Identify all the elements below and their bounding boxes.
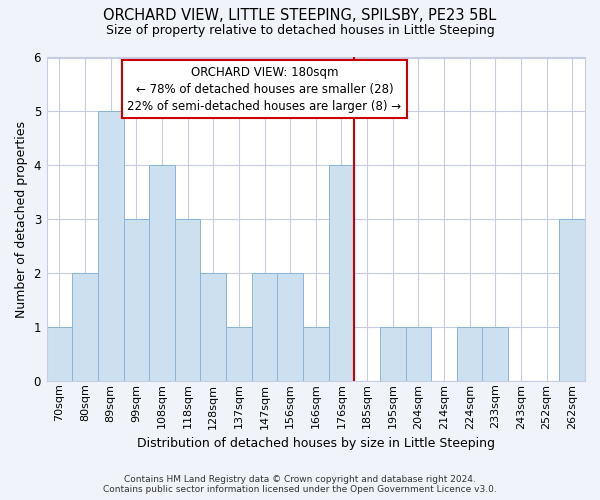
Bar	[72, 273, 98, 381]
Bar	[252, 273, 277, 381]
Bar	[149, 166, 175, 381]
Bar	[559, 219, 585, 381]
Bar	[226, 327, 252, 381]
Bar	[98, 112, 124, 381]
Bar	[482, 327, 508, 381]
Bar	[457, 327, 482, 381]
Bar	[406, 327, 431, 381]
Bar	[303, 327, 329, 381]
Bar	[124, 219, 149, 381]
Text: ORCHARD VIEW: 180sqm
← 78% of detached houses are smaller (28)
22% of semi-detac: ORCHARD VIEW: 180sqm ← 78% of detached h…	[127, 66, 401, 112]
Text: Contains HM Land Registry data © Crown copyright and database right 2024.: Contains HM Land Registry data © Crown c…	[124, 475, 476, 484]
Text: ORCHARD VIEW, LITTLE STEEPING, SPILSBY, PE23 5BL: ORCHARD VIEW, LITTLE STEEPING, SPILSBY, …	[103, 8, 497, 22]
Text: Contains public sector information licensed under the Open Government Licence v3: Contains public sector information licen…	[103, 485, 497, 494]
Bar	[47, 327, 72, 381]
Text: Size of property relative to detached houses in Little Steeping: Size of property relative to detached ho…	[106, 24, 494, 37]
Bar	[175, 219, 200, 381]
Y-axis label: Number of detached properties: Number of detached properties	[15, 120, 28, 318]
Bar	[380, 327, 406, 381]
Bar	[329, 166, 354, 381]
X-axis label: Distribution of detached houses by size in Little Steeping: Distribution of detached houses by size …	[137, 437, 495, 450]
Bar	[277, 273, 303, 381]
Bar	[200, 273, 226, 381]
